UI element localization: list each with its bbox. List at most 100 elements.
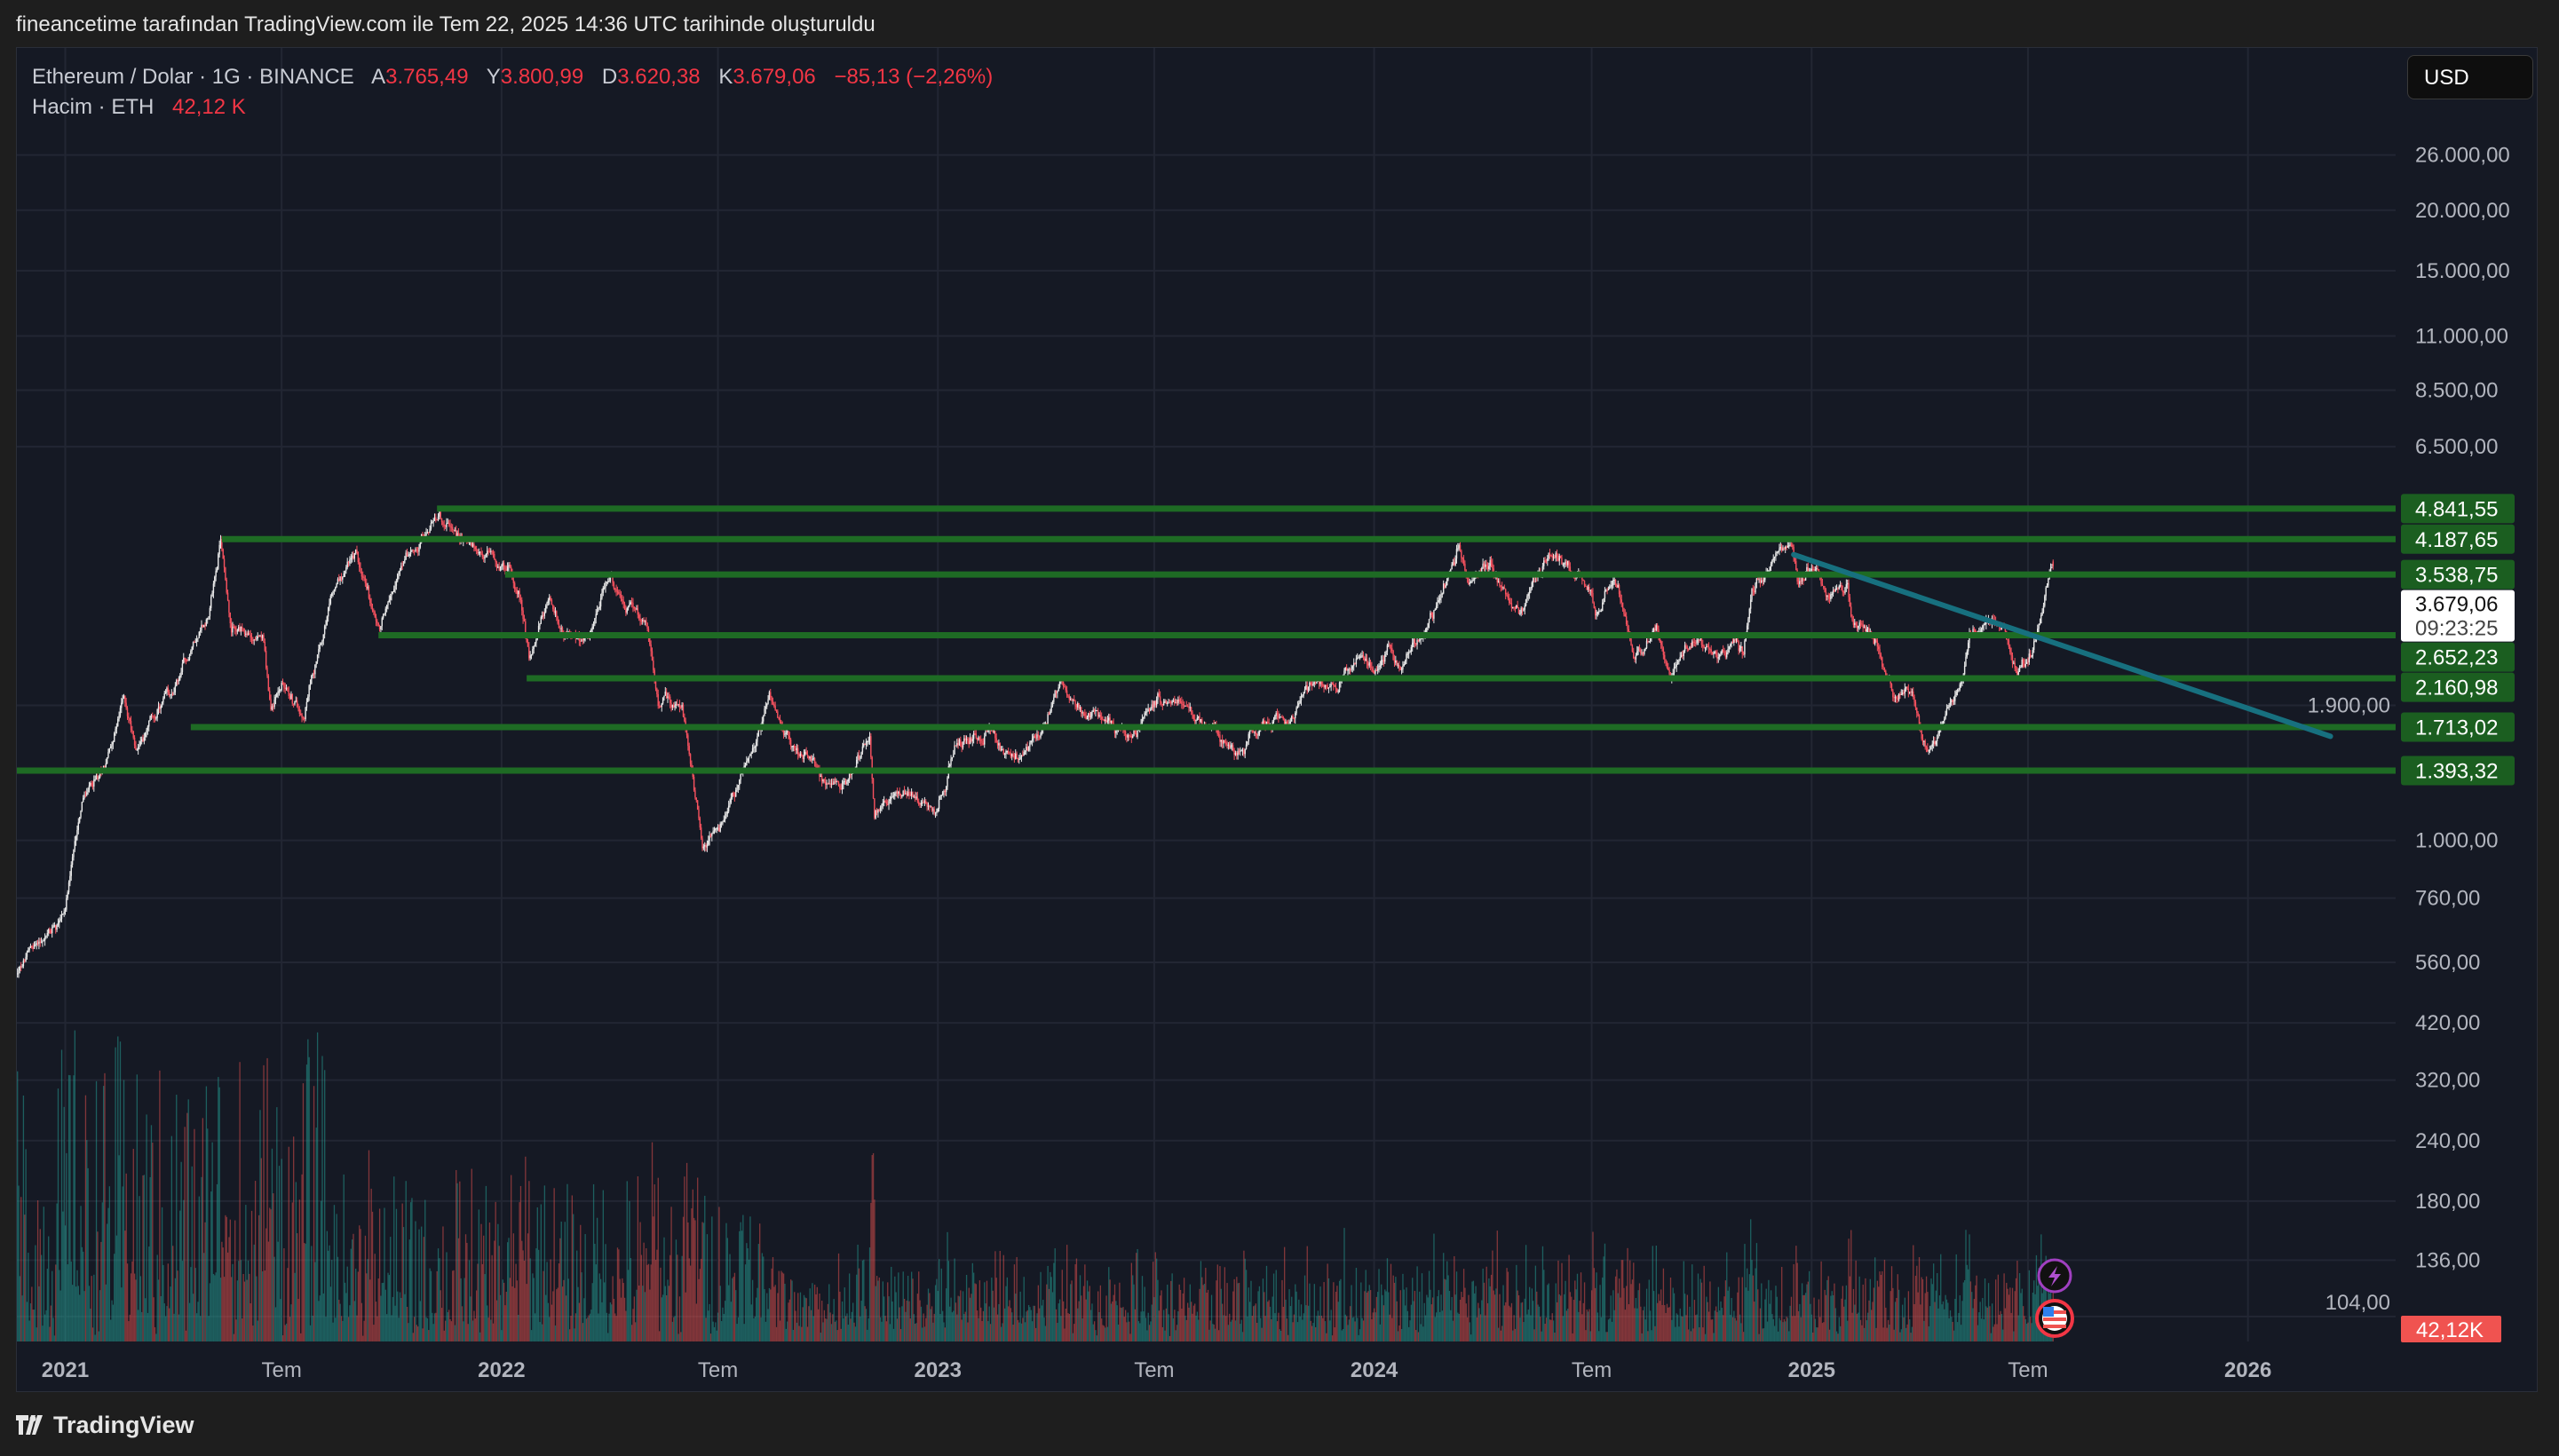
volume-bar: [367, 1259, 368, 1341]
volume-bar: [536, 1207, 538, 1341]
candle-body: [1543, 560, 1545, 566]
volume-bar: [1855, 1260, 1857, 1341]
candle-body: [51, 927, 53, 934]
volume-bar: [172, 1246, 174, 1341]
candle-body: [537, 626, 540, 634]
volume-bar: [1400, 1328, 1403, 1341]
candle-body: [678, 704, 681, 708]
volume-bar: [1704, 1333, 1707, 1341]
volume-bar: [1029, 1307, 1031, 1341]
volume-bar: [1454, 1294, 1456, 1341]
candle-body: [1662, 648, 1665, 655]
volume-bar: [433, 1313, 436, 1341]
volume-bar: [2027, 1322, 2029, 1341]
volume-bar: [1315, 1326, 1317, 1341]
candle-body: [539, 623, 541, 627]
candle-body: [1296, 705, 1299, 708]
candle-body: [1566, 560, 1569, 566]
candle-body: [1779, 547, 1781, 549]
candle-body: [267, 676, 270, 692]
candle-body: [998, 743, 1000, 746]
volume-bar: [578, 1302, 581, 1341]
candle-body: [1603, 598, 1604, 603]
candle-body: [63, 912, 65, 914]
candle-body: [205, 619, 208, 627]
candle-body: [1489, 559, 1491, 566]
volume-bar: [183, 1199, 185, 1341]
volume-bar: [805, 1298, 807, 1341]
volume-bar: [20, 1197, 22, 1341]
candle-body: [603, 587, 606, 589]
volume-bar: [926, 1304, 928, 1341]
candle-body: [879, 807, 882, 811]
volume-bar: [2009, 1287, 2011, 1341]
candle-body: [91, 785, 94, 787]
volume-bar: [1398, 1325, 1400, 1341]
candle-body: [192, 642, 194, 647]
candle-body: [971, 739, 973, 741]
volume-bar: [2022, 1306, 2024, 1341]
volume-bar: [316, 1032, 319, 1341]
volume-bar: [1671, 1319, 1673, 1341]
candle-body: [912, 792, 914, 797]
volume-bar: [852, 1302, 854, 1341]
volume-bar: [563, 1279, 565, 1341]
volume-bar: [504, 1305, 506, 1341]
volume-bar: [1835, 1331, 1838, 1341]
volume-bar: [1185, 1319, 1187, 1341]
candle-body: [195, 638, 198, 642]
volume-bar: [369, 1279, 371, 1341]
candle-body: [822, 779, 824, 782]
volume-bar: [611, 1304, 613, 1341]
candle-body: [59, 918, 61, 921]
volume-bar: [1648, 1279, 1650, 1341]
candle-body: [778, 717, 780, 720]
volume-bar: [1109, 1279, 1111, 1341]
candle-body: [1856, 625, 1858, 629]
candle-body: [230, 622, 233, 633]
candle-body: [1637, 647, 1639, 652]
volume-bar: [1389, 1314, 1390, 1341]
volume-bar: [711, 1216, 713, 1341]
candle-body: [1347, 669, 1349, 671]
candle-body: [695, 797, 697, 801]
volume-bar: [1493, 1290, 1494, 1341]
volume-bar: [911, 1271, 913, 1341]
volume-bar: [1653, 1291, 1655, 1341]
volume-bar: [927, 1288, 930, 1341]
candle-body: [1949, 701, 1952, 705]
candle-body: [1409, 652, 1411, 653]
candle-body: [1285, 721, 1287, 725]
volume-bar: [1945, 1299, 1948, 1341]
volume-bar: [1682, 1316, 1684, 1341]
candle-body: [1600, 611, 1603, 613]
volume-bar: [1544, 1324, 1546, 1341]
candle-body: [55, 925, 57, 930]
volume-bar: [515, 1263, 517, 1341]
volume-bar: [1097, 1291, 1099, 1341]
volume-bar: [380, 1295, 382, 1341]
candle-body: [1262, 720, 1264, 726]
candle-body: [1731, 641, 1734, 644]
volume-bar: [225, 1215, 226, 1341]
volume-bar: [1707, 1302, 1708, 1341]
volume-bar: [223, 1277, 226, 1341]
volume-bar: [1074, 1264, 1076, 1341]
volume-bar: [1274, 1313, 1276, 1341]
volume-bar: [211, 1142, 213, 1341]
volume-bar: [1165, 1308, 1168, 1341]
volume-bar: [1781, 1267, 1783, 1341]
candle-body: [650, 644, 652, 652]
candle-body: [1916, 707, 1918, 714]
volume-bar: [1647, 1331, 1649, 1341]
candle-body: [53, 925, 56, 927]
volume-bar: [1043, 1318, 1045, 1341]
candle-body: [28, 947, 30, 951]
candle-body: [32, 947, 34, 949]
candle-body: [1144, 713, 1145, 717]
volume-bar: [232, 1263, 234, 1341]
volume-bar: [737, 1317, 740, 1341]
volume-bar: [1490, 1274, 1493, 1341]
volume-bar: [283, 1248, 285, 1341]
